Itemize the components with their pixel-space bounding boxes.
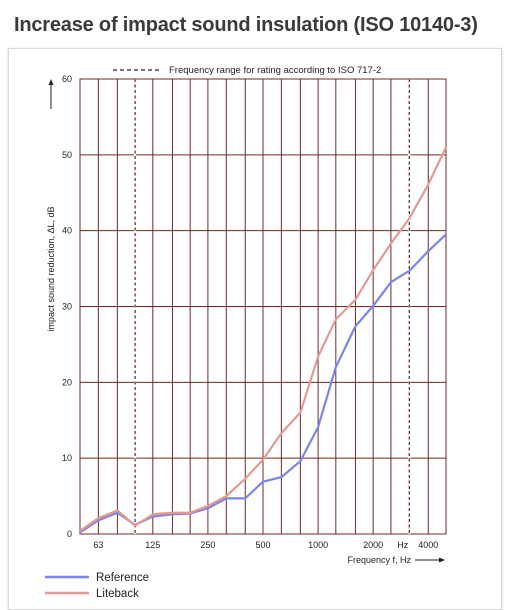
- x-axis-arrow-head: [439, 557, 445, 563]
- y-tick-label: 40: [62, 226, 72, 236]
- y-tick-label: 50: [62, 150, 72, 160]
- rating-range-label: Frequency range for rating according to …: [169, 65, 381, 76]
- y-tick-label: 20: [62, 377, 72, 387]
- x-tick-label: 4000: [418, 540, 438, 550]
- chart-card: Frequency range for rating according to …: [8, 48, 502, 610]
- legend-layer: Reference Liteback: [45, 572, 149, 600]
- legend-label-reference: Reference: [96, 572, 149, 584]
- x-unit-label: Hz: [397, 540, 408, 550]
- y-axis-label: impact sound reduction, ΔL, dB: [46, 206, 56, 331]
- series-line-liteback: [78, 146, 448, 533]
- x-tick-label: 125: [145, 540, 160, 550]
- x-tick-label: 500: [255, 540, 270, 550]
- y-tick-label: 0: [67, 529, 72, 539]
- impact-sound-chart: Frequency range for rating according to …: [45, 65, 448, 600]
- y-tick-label: 60: [62, 74, 72, 84]
- x-tick-label: 1000: [308, 540, 328, 550]
- y-tick-label: 10: [62, 453, 72, 463]
- x-tick-label: 2000: [363, 540, 383, 550]
- series-layer: [78, 146, 448, 534]
- grid-layer: [79, 78, 447, 535]
- y-tick-label: 30: [62, 302, 72, 312]
- page-title: Increase of impact sound insulation (ISO…: [14, 14, 478, 36]
- x-axis-label: Frequency f, Hz: [347, 555, 411, 565]
- y-axis-arrow-head: [48, 79, 54, 85]
- x-tick-label: 63: [93, 540, 103, 550]
- x-tick-label: 250: [200, 540, 215, 550]
- axis-layer: Frequency range for rating according to …: [46, 65, 445, 565]
- legend-label-liteback: Liteback: [96, 588, 139, 600]
